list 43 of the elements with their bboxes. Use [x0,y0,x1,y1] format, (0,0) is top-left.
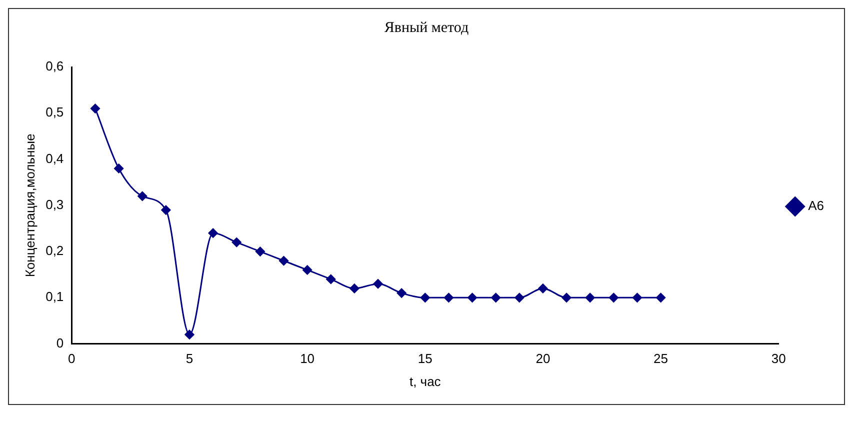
point [114,164,124,174]
y-tick-label: 0,1 [46,289,64,304]
point [444,292,454,302]
x-tick-label: 0 [68,351,76,366]
point [538,284,548,294]
y-axis-title: Концентрация,мольные [22,134,38,278]
point [138,191,148,201]
point [255,246,265,256]
y-tick-label: 0,5 [46,104,64,120]
point [420,292,430,302]
point [608,292,618,302]
point [373,279,383,289]
point [514,292,524,302]
point [632,292,642,302]
y-tick-label: 0,2 [46,243,64,258]
point [656,292,666,302]
x-axis-title: t, час [409,374,442,389]
y-tick-label: 0,6 [46,58,64,74]
chart-title: Явный метод [384,20,469,36]
y-tick-label: 0 [56,335,64,350]
y-tick-label: 0,3 [46,196,64,212]
point [326,274,336,284]
point [350,284,360,294]
point [90,104,100,114]
point [279,256,288,266]
y-tick-label: 0,4 [46,150,64,166]
x-tick-label: 30 [771,351,786,366]
point [161,205,171,215]
point [562,292,572,302]
x-tick-label: 20 [536,351,550,366]
point [491,292,501,302]
x-tick-label: 5 [186,351,194,366]
point [208,228,218,238]
point [585,292,595,302]
x-tick-label: 15 [418,351,432,366]
point [468,292,478,302]
x-tick-label: 10 [300,351,315,366]
point [302,265,312,275]
x-tick-label: 25 [654,351,668,366]
point [232,238,242,248]
point [396,288,406,298]
point [184,330,194,340]
legend-label: A6 [808,198,824,214]
